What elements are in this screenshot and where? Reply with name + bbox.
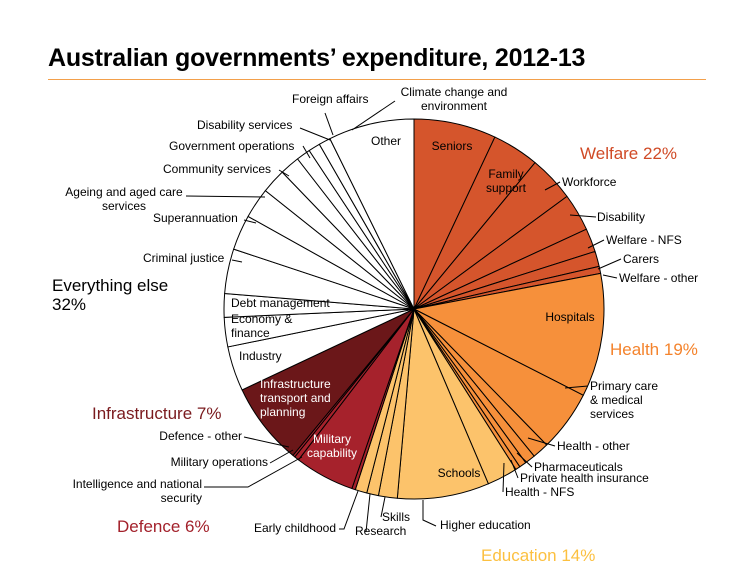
leader-primary-care: [564, 385, 589, 389]
label-industry: Industry: [239, 349, 282, 363]
label-government-operations: Government operations: [169, 139, 294, 153]
label-foreign-affairs: Foreign affairs: [292, 92, 368, 106]
leader-superannuation: [243, 219, 257, 224]
label-early-childhood: Early childhood: [254, 521, 336, 535]
label-higher-education: Higher education: [440, 518, 531, 532]
label-seniors: Seniors: [432, 139, 473, 153]
group-labels: Welfare 22% Health 19% Education 14% Defenc…: [52, 144, 698, 565]
label-defence-other: Defence - other: [159, 429, 242, 443]
leader-higher-education: [422, 500, 437, 527]
slice-schools: [396, 308, 489, 500]
group-label-education: Education 14%: [481, 546, 595, 565]
label-superannuation: Superannuation: [153, 211, 238, 225]
label-health-nfs: Health - NFS: [505, 485, 574, 499]
label-criminal-justice: Criminal justice: [143, 251, 225, 265]
leader-research: [365, 493, 371, 533]
leader-private-health-insurance: [510, 459, 519, 479]
label-hospitals: Hospitals: [545, 310, 594, 324]
label-welfare-nfs: Welfare - NFS: [606, 233, 682, 247]
group-label-health: Health 19%: [610, 340, 698, 359]
chart-title: Australian governments’ expenditure, 201…: [48, 44, 586, 72]
leader-disability: [569, 214, 597, 218]
leader-military-operations: [269, 449, 294, 464]
group-label-welfare: Welfare 22%: [580, 144, 677, 163]
leader-early-childhood: [339, 490, 359, 530]
slice-hospitals: [413, 272, 605, 396]
title-underline: [48, 79, 706, 80]
label-military-operations: Military operations: [171, 455, 268, 469]
leader-workforce: [544, 181, 561, 191]
label-workforce: Workforce: [562, 175, 617, 189]
label-family-support: Family support: [486, 167, 527, 195]
leader-health-nfs: [502, 462, 505, 493]
leader-foreign-affairs: [324, 112, 334, 136]
leader-welfare-other: [602, 274, 618, 279]
group-label-defence: Defence 6%: [117, 517, 210, 536]
label-schools: Schools: [438, 466, 481, 480]
leader-ageing: [185, 195, 266, 198]
label-infrastructure-transport: Infrastructure transport and planning: [260, 377, 331, 419]
leader-criminal-justice: [231, 259, 243, 263]
leader-intelligence: [204, 456, 303, 488]
leader-government-operations: [302, 145, 311, 159]
label-research: Research: [355, 524, 406, 538]
slices: [223, 118, 605, 500]
label-other: Other: [371, 134, 401, 148]
label-military-capability: Military capability: [307, 432, 357, 460]
leader-health-other: [527, 437, 556, 447]
label-private-health-insurance: Private health insurance: [520, 471, 649, 485]
leader-disability-services: [299, 127, 331, 141]
label-climate-change: Climate change and environment: [401, 85, 508, 113]
label-primary-care: Primary care & medical services: [590, 379, 658, 421]
leader-climate-change: [351, 100, 396, 131]
label-welfare-other: Welfare - other: [619, 271, 698, 285]
label-economy-finance: Economy & finance: [231, 312, 292, 340]
leader-carers: [597, 258, 622, 270]
group-label-infrastructure: Infrastructure 7%: [92, 404, 221, 423]
label-carers: Carers: [623, 252, 659, 266]
label-debt-management: Debt management: [231, 296, 330, 310]
label-community-services: Community services: [163, 162, 271, 176]
group-label-everything-else: Everything else 32%: [52, 276, 168, 314]
leader-skills: [380, 496, 386, 518]
leader-defence-other: [243, 436, 290, 448]
label-intelligence: Intelligence and national security: [73, 477, 202, 505]
label-pharmaceuticals: Pharmaceuticals: [534, 460, 623, 474]
label-skills: Skills: [382, 510, 410, 524]
leader-community-services: [278, 169, 290, 177]
slice-labels: Seniors Family support Workforce Disability W…: [65, 85, 698, 538]
leader-pharmaceuticals: [516, 452, 533, 468]
label-disability-services: Disability services: [197, 118, 292, 132]
label-disability: Disability: [597, 210, 645, 224]
slice-other: [329, 118, 415, 310]
label-ageing: Ageing and aged care services: [65, 185, 183, 213]
leader-welfare-nfs: [587, 239, 605, 249]
label-health-other: Health - other: [557, 439, 630, 453]
